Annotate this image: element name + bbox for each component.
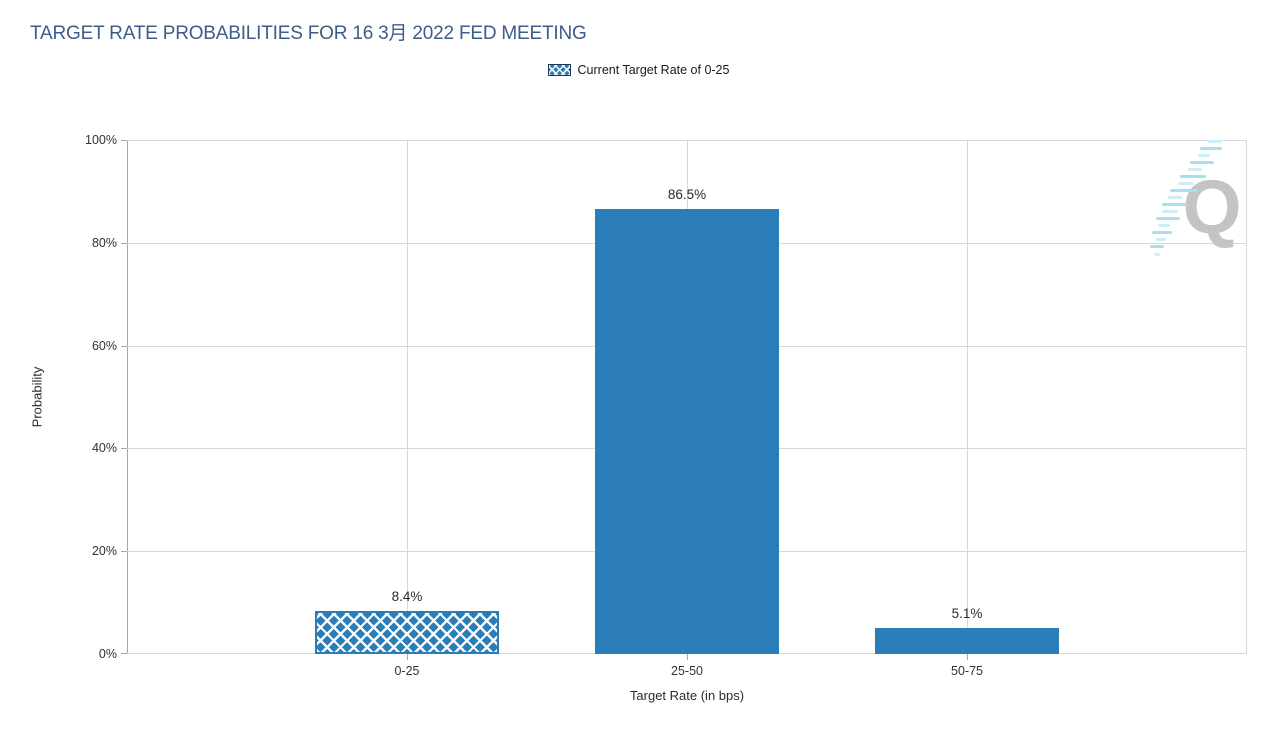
y-tick-label-60: 60% <box>91 339 117 353</box>
y-tick-label-80: 80% <box>91 236 117 250</box>
bar-0-25-current-target[interactable] <box>315 611 499 654</box>
y-axis-title: Probability <box>29 366 45 428</box>
bar-50-75[interactable] <box>875 628 1059 654</box>
legend-swatch-crosshatch-icon <box>547 64 571 76</box>
bar-value-label-50-75: 5.1% <box>951 606 983 621</box>
y-tick-40 <box>121 448 127 449</box>
legend[interactable]: Current Target Rate of 0-25 <box>0 63 1277 77</box>
x-axis-title: Target Rate (in bps) <box>629 688 745 703</box>
v-gridline-50-75 <box>967 140 968 654</box>
x-tick-label-0-25: 0-25 <box>394 664 420 678</box>
x-tick-label-50-75: 50-75 <box>951 664 983 678</box>
chart-title: TARGET RATE PROBABILITIES FOR 16 3月 2022… <box>30 23 587 44</box>
y-tick-0 <box>121 653 127 654</box>
y-tick-100 <box>121 140 127 141</box>
x-tick-0-25 <box>407 654 408 660</box>
y-tick-20 <box>121 551 127 552</box>
bar-value-label-25-50: 86.5% <box>667 187 707 202</box>
x-tick-50-75 <box>967 654 968 660</box>
y-tick-60 <box>121 346 127 347</box>
plot-right-border <box>1246 140 1247 654</box>
legend-label: Current Target Rate of 0-25 <box>577 63 730 77</box>
y-tick-label-100: 100% <box>85 133 117 147</box>
x-tick-label-25-50: 25-50 <box>671 664 703 678</box>
y-tick-80 <box>121 243 127 244</box>
y-tick-label-20: 20% <box>91 544 117 558</box>
y-axis-line <box>127 140 128 654</box>
plot-area: 0% 20% 40% 60% 80% 100% 8.4% 0-25 86.5% 25-50 5.1%… <box>85 133 1247 678</box>
bar-25-50[interactable] <box>595 209 779 654</box>
y-tick-label-0: 0% <box>98 647 117 661</box>
bar-value-label-0-25: 8.4% <box>391 589 423 604</box>
x-tick-25-50 <box>687 654 688 660</box>
v-gridline-0-25 <box>407 140 408 654</box>
y-tick-label-40: 40% <box>91 441 117 455</box>
